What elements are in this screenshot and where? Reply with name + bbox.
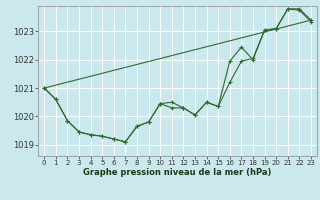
X-axis label: Graphe pression niveau de la mer (hPa): Graphe pression niveau de la mer (hPa) [84,168,272,177]
